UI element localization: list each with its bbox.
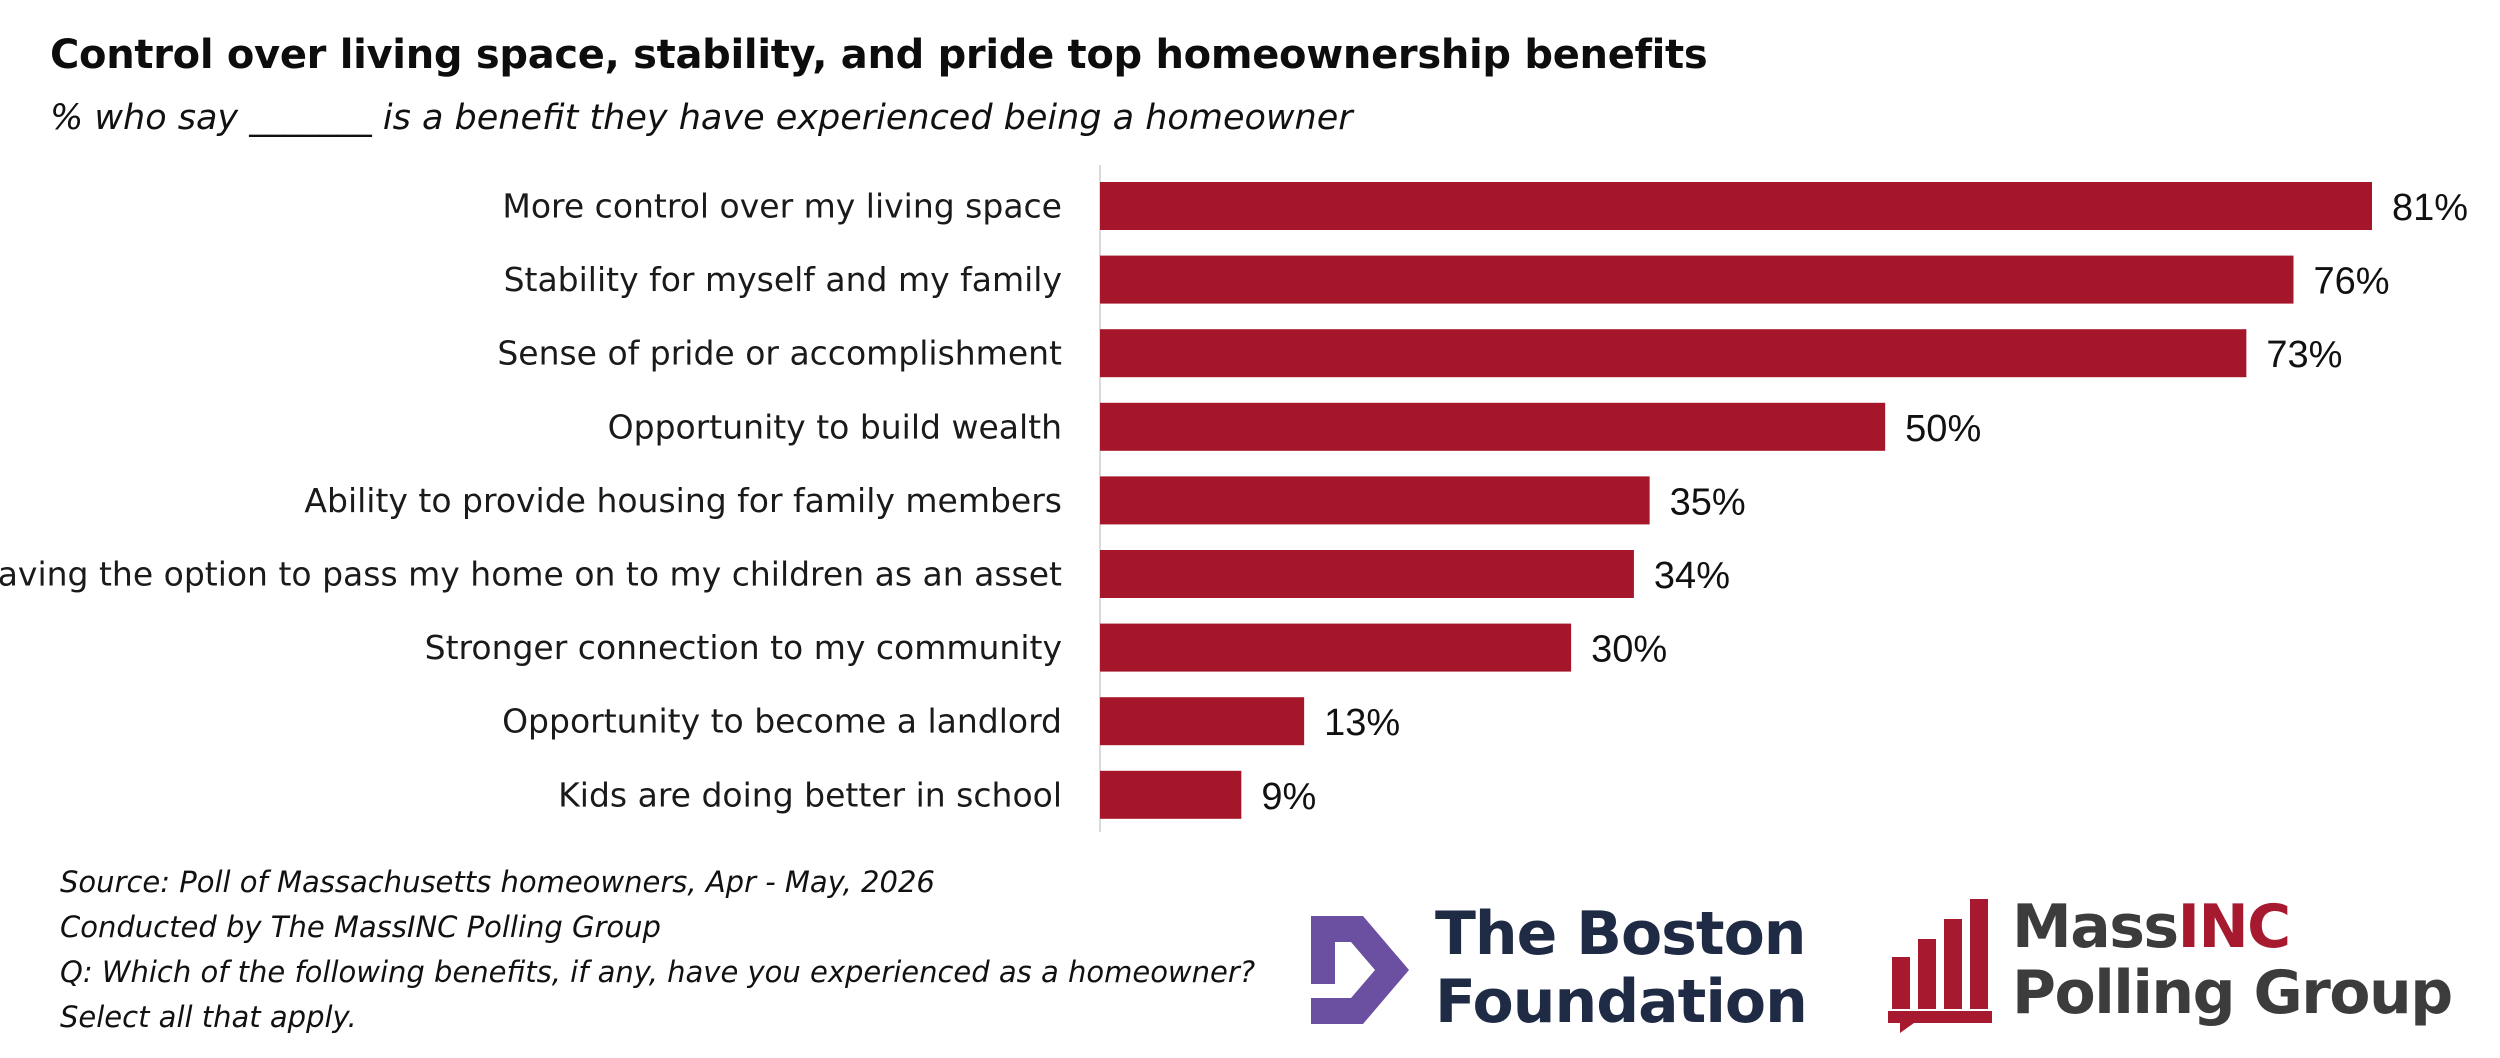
question-instruction-line: Select all that apply. (60, 1000, 357, 1034)
source-line: Source: Poll of Massachusetts homeowners… (60, 865, 935, 899)
boston-foundation-name: The Boston Foundation (1435, 899, 1808, 1037)
category-label: Ability to provide housing for family me… (304, 481, 1062, 520)
bar (1100, 623, 1572, 672)
source-notes: Source: Poll of Massachusetts homeowners… (60, 860, 1255, 1040)
data-label: 76% (2313, 261, 2389, 303)
data-label: 13% (1324, 702, 1400, 744)
bar (1100, 476, 1650, 525)
bar (1100, 182, 2372, 230)
category-label: Opportunity to become a landlord (502, 702, 1062, 741)
data-label: 9% (1261, 776, 1316, 818)
boston-foundation-line1: The Boston (1435, 899, 1807, 969)
data-label: 81% (2392, 187, 2468, 229)
massinc-polling-group-text: Polling Group (2012, 958, 2453, 1028)
chart-subtitle: % who say _______ is a benefit they have… (50, 98, 1353, 138)
massinc-bars-mark-icon (1888, 899, 1992, 1033)
category-label: Sense of pride or accomplishment (497, 334, 1062, 373)
data-label: 30% (1591, 629, 1667, 671)
category-label: Having the option to pass my home on to … (0, 555, 1062, 594)
data-label: 35% (1670, 481, 1746, 523)
category-label: Stability for myself and my family (504, 260, 1062, 299)
boston-foundation-line2: Foundation (1435, 967, 1808, 1037)
bar (1100, 697, 1305, 746)
bar (1100, 255, 2294, 304)
bar (1100, 329, 2247, 378)
data-label: 73% (2266, 334, 2342, 376)
category-label: Stronger connection to my community (425, 628, 1062, 667)
data-label: 50% (1905, 408, 1981, 450)
category-label: Kids are doing better in school (558, 775, 1062, 814)
question-line: Q: Which of the following benefits, if a… (60, 955, 1256, 989)
bar-chart: More control over my living space 81% Stab… (0, 165, 2468, 832)
category-label: Opportunity to build wealth (608, 407, 1062, 446)
conducted-by-line: Conducted by The MassINC Polling Group (60, 910, 661, 944)
data-label: 34% (1654, 555, 1730, 597)
boston-foundation-logo: The Boston Foundation (1305, 900, 1865, 1040)
boston-foundation-mark-icon (1311, 916, 1409, 1024)
chart-title: Control over living space, stability, an… (50, 32, 1708, 78)
bars-group: More control over my living space 81% Stab… (0, 182, 2468, 819)
massinc-name-part2: INC (2177, 892, 2292, 962)
massinc-name-part1: Mass (2012, 892, 2179, 962)
massinc-polling-group-logo: MassINC Polling Group (1888, 893, 2488, 1043)
category-label: More control over my living space (502, 187, 1062, 226)
bar (1100, 770, 1242, 819)
bar (1100, 402, 1886, 451)
bar (1100, 550, 1634, 598)
massinc-name: MassINC (2012, 892, 2292, 962)
